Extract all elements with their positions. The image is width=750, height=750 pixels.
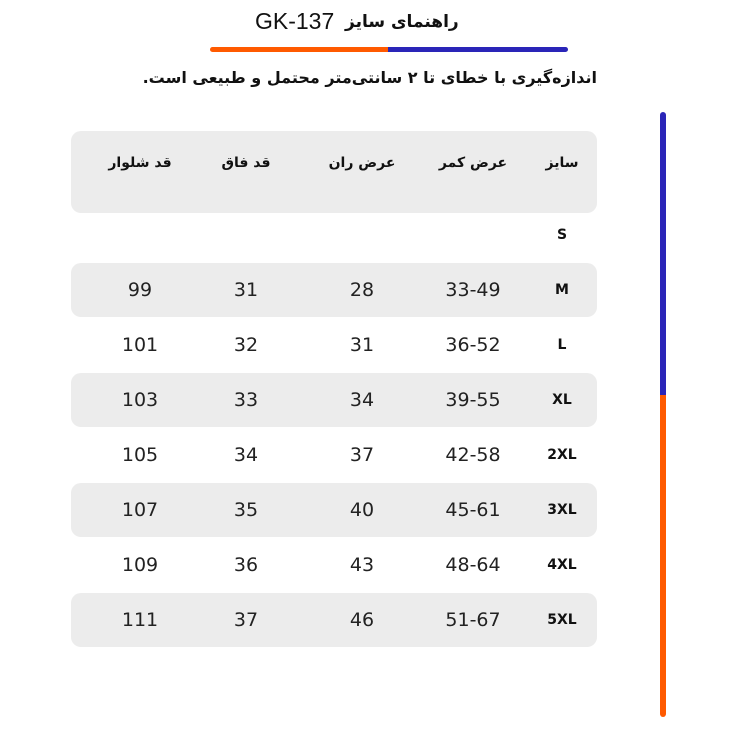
cell-length: 99	[127, 279, 153, 301]
cell-size: XL	[552, 392, 572, 408]
cell-thigh: 37	[349, 444, 375, 466]
cell-waist: 42-58	[445, 444, 501, 466]
cell-waist	[423, 208, 523, 262]
cell-rise: 31	[233, 279, 259, 301]
measurement-note: اندازه‌گیری با خطای تا ۲ سانتی‌متر محتمل…	[142, 68, 597, 87]
table-row: 3XL 45-61 40 35 107	[71, 483, 597, 537]
cell-rise: 35	[233, 499, 259, 521]
cell-length: 101	[121, 334, 159, 356]
header-size: سایز	[545, 155, 579, 171]
cell-thigh	[312, 208, 412, 262]
cell-rise: 32	[233, 334, 259, 356]
table-row: L 36-52 31 32 101	[71, 318, 597, 372]
side-bar-blue	[660, 112, 666, 397]
cell-rise: 36	[233, 554, 259, 576]
cell-length: 105	[121, 444, 159, 466]
title-underline-blue	[388, 47, 568, 52]
cell-thigh: 43	[349, 554, 375, 576]
cell-size: 3XL	[547, 502, 577, 518]
side-bar-orange	[660, 395, 666, 717]
cell-thigh: 46	[349, 609, 375, 631]
cell-length: 103	[121, 389, 159, 411]
cell-rise	[196, 208, 296, 262]
table-row: 4XL 48-64 43 36 109	[71, 538, 597, 592]
cell-thigh: 40	[349, 499, 375, 521]
cell-waist: 33-49	[445, 279, 501, 301]
cell-size: S	[556, 227, 568, 243]
cell-size: 5XL	[547, 612, 577, 628]
cell-thigh: 31	[349, 334, 375, 356]
header-length: قد شلوار	[108, 155, 172, 171]
cell-size: L	[557, 337, 567, 353]
cell-rise: 37	[233, 609, 259, 631]
title-underline-orange	[210, 47, 390, 52]
table-row: 2XL 42-58 37 34 105	[71, 428, 597, 482]
cell-size: 4XL	[547, 557, 577, 573]
cell-length: 109	[121, 554, 159, 576]
header-waist: عرض کمر	[438, 155, 508, 171]
cell-size: 2XL	[547, 447, 577, 463]
product-code: GK-137	[255, 8, 335, 34]
cell-waist: 48-64	[445, 554, 501, 576]
table-row: S	[71, 208, 597, 262]
cell-thigh: 28	[349, 279, 375, 301]
cell-size: M	[555, 282, 569, 298]
page-title: راهنمای سایز	[345, 12, 459, 32]
cell-waist: 45-61	[445, 499, 501, 521]
cell-rise: 34	[233, 444, 259, 466]
header-rise: قد فاق	[221, 155, 271, 171]
cell-waist: 36-52	[445, 334, 501, 356]
table-header: سایز عرض کمر عرض ران قد فاق قد شلوار	[71, 131, 597, 213]
cell-rise: 33	[233, 389, 259, 411]
cell-waist: 51-67	[445, 609, 501, 631]
table-row: XL 39-55 34 33 103	[71, 373, 597, 427]
cell-length: 111	[121, 609, 159, 631]
cell-length	[90, 208, 190, 262]
cell-length: 107	[121, 499, 159, 521]
table-row: 5XL 51-67 46 37 111	[71, 593, 597, 647]
table-row: M 33-49 28 31 99	[71, 263, 597, 317]
header-thigh: عرض ران	[328, 155, 396, 171]
cell-waist: 39-55	[445, 389, 501, 411]
cell-thigh: 34	[349, 389, 375, 411]
